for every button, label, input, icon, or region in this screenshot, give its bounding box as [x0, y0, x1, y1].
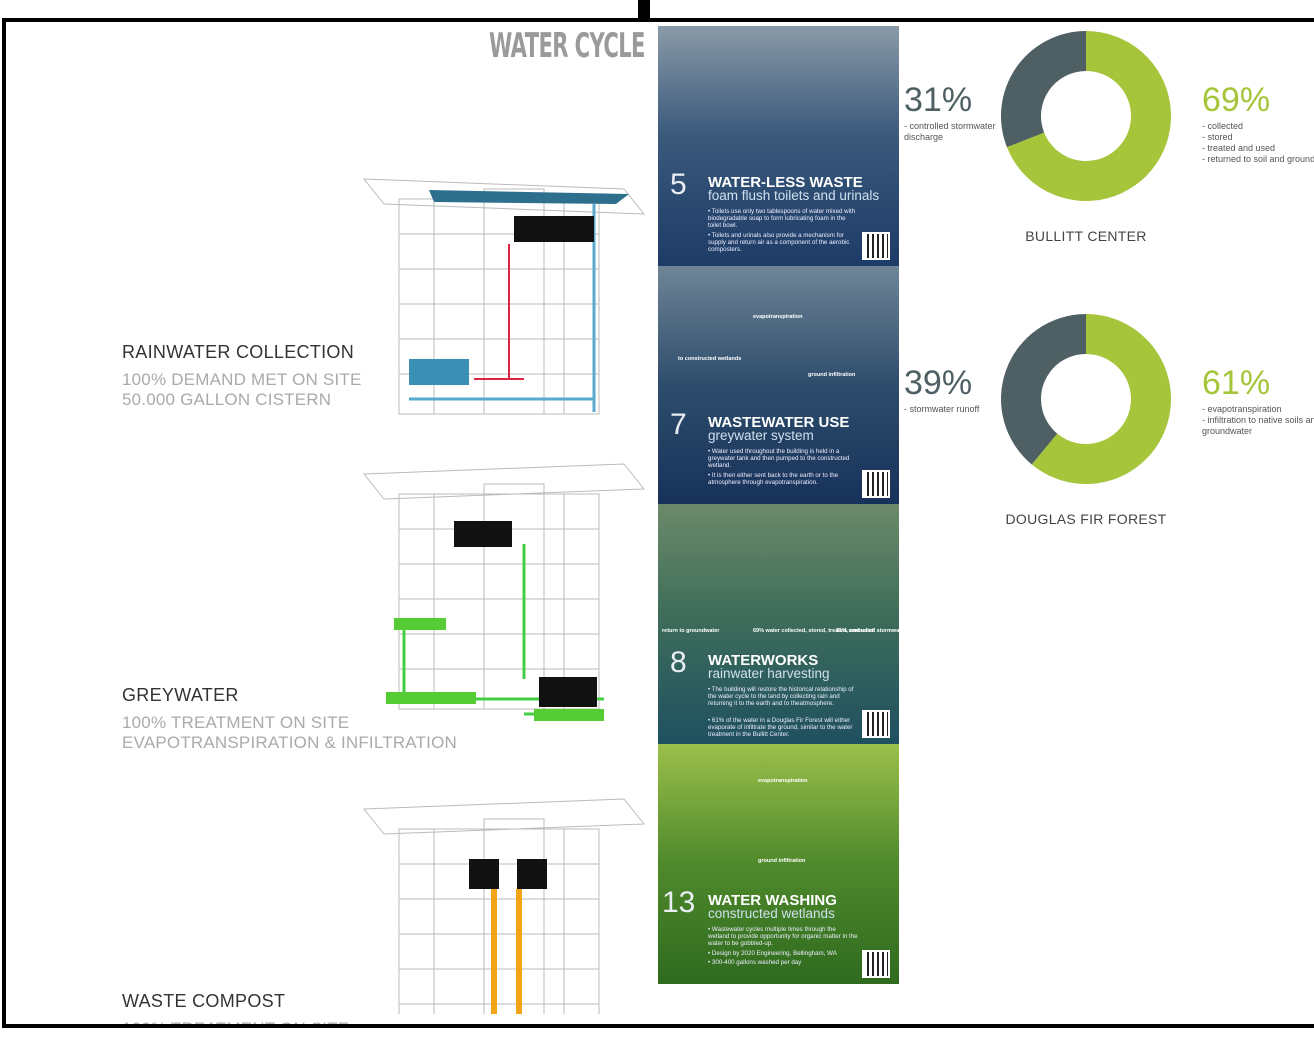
percent-label: 31% — [904, 81, 973, 119]
system-detail: 100% DEMAND MET ON SITE — [122, 370, 362, 389]
building-drawings — [362, 31, 1172, 1014]
wetland — [534, 709, 604, 721]
pipe — [402, 544, 604, 716]
panel-bullet: • Water used throughout the building is … — [708, 448, 850, 470]
roof-collector — [429, 190, 629, 204]
system-detail: 50.000 GALLON CISTERN — [122, 390, 332, 409]
panel-subtitle: foam flush toilets and urinals — [708, 188, 880, 203]
diagram-label: evapotranspiration — [758, 778, 808, 784]
info-panel: 8 WATERWORKS rainwater harvesting • The bui… — [658, 504, 899, 744]
system-detail: EVAPOTRANSPIRATION & INFILTRATION — [122, 733, 457, 752]
panel-bullet: • 300-400 gallons washed per day — [708, 958, 802, 966]
panel-number: 5 — [670, 168, 687, 201]
wetland — [394, 618, 446, 630]
system-detail: 100% TREATMENT ON SITE — [122, 713, 350, 732]
panel-title: WATERWORKS — [708, 652, 819, 669]
fixture-icon — [514, 216, 594, 242]
diagram-label: ground infiltration — [808, 372, 856, 378]
panel-title: WATER WASHING — [708, 892, 837, 909]
system-name: WASTE COMPOST — [122, 991, 286, 1011]
panel-bullet: • The building will restore the historic… — [708, 686, 854, 708]
panel-bullet: • Toilets and urinals also provide a mec… — [708, 231, 850, 253]
compost-chute — [491, 889, 522, 1014]
segment-note: - infiltration to native soils and — [1202, 415, 1314, 425]
top-bar — [638, 0, 650, 20]
system-detail: 100% TREATMENT ON SITE — [122, 1019, 349, 1024]
system-name: GREYWATER — [122, 685, 239, 705]
panel-bullet: • It is then either sent back to the ear… — [708, 471, 839, 486]
info-panel: 13 WATER WASHING constructed wetlands • Was… — [658, 744, 899, 984]
panel-number: 13 — [662, 886, 696, 919]
wetland — [386, 692, 476, 704]
panel-bullet: • 61% of the water in a Douglas Fir Fore… — [708, 716, 853, 739]
panel-bullet: • Wastewater cycles multiple times throu… — [708, 926, 858, 948]
page-title: WATER CYCLE — [489, 26, 645, 66]
chart-title: BULLITT CENTER — [1025, 228, 1147, 244]
segment-note: - stored — [1202, 132, 1233, 142]
percent-label: 39% — [904, 364, 973, 402]
segment-note: - treated and used — [1202, 143, 1276, 153]
chart-title: DOUGLAS FIR FOREST — [1005, 511, 1167, 527]
segment-note: groundwater — [1202, 426, 1253, 436]
toilet-icon — [517, 859, 547, 889]
fixture-icon — [539, 677, 597, 707]
system-name: RAINWATER COLLECTION — [122, 342, 355, 362]
panel-title: WASTEWATER USE — [708, 414, 850, 431]
percent-label: 61% — [1202, 364, 1271, 402]
panel-number: 8 — [670, 646, 687, 679]
qr-code — [862, 232, 890, 260]
qr-code — [862, 710, 890, 738]
percent-label: 69% — [1202, 81, 1271, 119]
cistern — [409, 359, 469, 385]
diagram-label: 31% controlled stormwater discharge — [836, 628, 899, 634]
qr-code — [862, 950, 890, 978]
pipe — [474, 244, 524, 380]
toilet-icon — [469, 859, 499, 889]
diagram-label: to constructed wetlands — [678, 356, 742, 362]
panel-subtitle: rainwater harvesting — [708, 666, 830, 681]
segment-note: - stormwater runoff — [904, 404, 980, 414]
panel-bullet: • Toilets use only two tablespoons of wa… — [708, 208, 856, 230]
panel-bullet: • Design by 2020 Engineering, Bellingham… — [708, 949, 837, 957]
panel-subtitle: constructed wetlands — [708, 906, 835, 921]
segment-note: - returned to soil and groundwater — [1202, 154, 1314, 164]
fixture-icon — [454, 521, 512, 547]
diagram-label: evapotranspiration — [753, 314, 803, 320]
info-panel: 7 WASTEWATER USE greywater system • Water u… — [658, 266, 899, 504]
donut-segment — [1006, 31, 1172, 201]
diagram-label: return to groundwater — [662, 628, 720, 634]
segment-note: - controlled stormwater — [904, 121, 996, 131]
donut-segment — [1001, 31, 1086, 148]
qr-code — [862, 470, 890, 498]
segment-note: discharge — [904, 132, 944, 142]
segment-note: - evapotranspiration — [1202, 404, 1282, 414]
frame: WATER CYCLE RAINWATER COLLECTION 100% DEMA… — [2, 18, 1314, 1028]
segment-note: - collected — [1202, 121, 1244, 131]
donut-segment — [1001, 314, 1086, 465]
diagram-label: ground infiltration — [758, 858, 806, 864]
donut-segment — [1031, 314, 1171, 484]
diagram-label: 69% water collected, stored, treated, an… — [753, 628, 874, 634]
panel-number: 7 — [670, 408, 687, 441]
panel-title: WATER-LESS WASTE — [708, 174, 863, 191]
panel-subtitle: greywater system — [708, 428, 814, 443]
info-panel: 5 WATER-LESS WASTE foam flush toilets and … — [658, 26, 899, 266]
